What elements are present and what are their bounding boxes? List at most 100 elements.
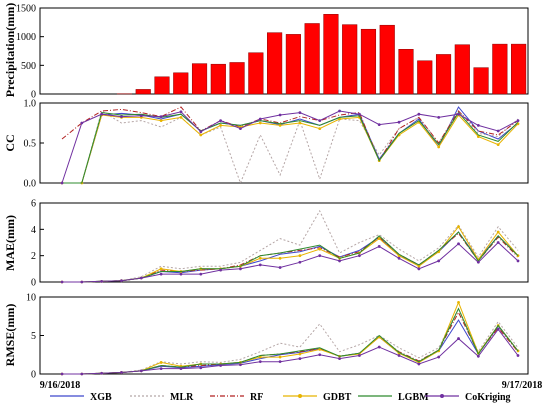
mae-axis-label: MAE(mm) [3,215,17,271]
legend-label-rf: RF [250,392,263,403]
y-tick-label: 0 [31,370,36,381]
mae-panel: MAE(mm) 0 2 4 6 [3,199,529,289]
series-line-gdbt [62,301,519,375]
series-point-cokriging [357,354,361,357]
rmse-panel: RMSE(mm) 0 5 10 [3,293,529,381]
series-point-cokriging [120,371,123,374]
series-point-cokriging [318,254,322,258]
series-point-cokriging [457,112,460,116]
series-line-mlr [62,110,519,185]
precipitation-bar [173,72,189,95]
series-point-cokriging [397,256,401,260]
series-point-gdbt [298,352,302,356]
series-point-cokriging [120,279,123,283]
series-point-cokriging [496,327,500,331]
precipitation-bar [398,49,414,95]
y-tick-label: 500 [21,61,36,72]
legend-label-mlr: MLR [170,392,194,403]
precipitation-bar [229,62,245,95]
series-point-cokriging [219,268,223,272]
series-point-cokriging [476,124,480,127]
legend-marker-gdbt [298,394,302,398]
series-point-cokriging [516,354,520,357]
series-point-cokriging [476,260,480,264]
y-tick-label: 0.0 [24,179,37,190]
series-point-gdbt [318,247,322,251]
y-tick-label: 0 [31,90,36,101]
plot-frame [39,296,529,375]
series-point-gdbt [476,135,480,139]
series-point-cokriging [80,121,84,125]
series-point-cokriging [417,267,421,271]
series-point-cokriging [120,115,123,118]
series-point-cokriging [239,127,242,130]
precipitation-bar [435,54,452,95]
y-tick-label: 1500 [16,4,36,15]
series-point-gdbt [159,267,163,271]
series-point-gdbt [258,256,262,260]
precipitation-bar [248,52,264,95]
series-point-cokriging [60,280,64,284]
series-point-gdbt [278,124,282,127]
series-point-cokriging [80,372,84,376]
series-point-cokriging [298,357,302,360]
series-point-gdbt [318,347,322,351]
series-point-cokriging [278,113,282,117]
series-line-mlr [62,307,519,375]
series-point-cokriging [437,116,441,119]
series-point-cokriging [60,372,64,376]
series-point-gdbt [417,264,421,268]
precipitation-bar [360,28,377,95]
series-point-cokriging [219,119,223,122]
series-point-cokriging [159,367,163,371]
series-point-cokriging [496,129,500,133]
series-point-cokriging [457,337,460,340]
series-point-gdbt [179,116,183,119]
y-tick-label: 5 [31,331,36,342]
series-point-cokriging [278,266,282,269]
precipitation-bar [342,24,358,95]
series-point-gdbt [318,127,322,130]
series-point-gdbt [338,117,341,121]
series-point-cokriging [318,353,322,357]
series-point-gdbt [457,300,460,304]
precipitation-axis-label: Precipitation(mm) [3,3,17,97]
plot-frame [39,202,529,283]
precipitation-bar [492,43,508,95]
series-point-cokriging [199,130,203,134]
series-point-cokriging [179,272,183,276]
series-line-lgbm [62,111,519,184]
series-line-xgb [62,106,519,184]
series-point-cokriging [298,111,302,114]
precipitation-bar [379,24,395,95]
legend-label-gdbt: GDBT [323,392,352,403]
precipitation-bar [323,14,339,95]
series-point-cokriging [338,357,341,360]
series-line-lgbm [62,307,519,375]
series-point-cokriging [159,115,163,118]
series-point-cokriging [179,110,183,114]
series-point-gdbt [258,121,262,125]
legend-label-cokriging: CoKriging [465,392,511,403]
series-line-cokriging [62,328,519,375]
series-line-gdbt [62,225,519,283]
y-tick-label: 0.5 [24,139,37,150]
precipitation-bar [285,34,301,95]
series-point-cokriging [357,112,361,116]
series-point-gdbt [457,225,460,229]
series-point-gdbt [258,355,262,359]
y-tick-label: 1000 [16,32,36,43]
series-point-cokriging [397,120,401,124]
series-point-cokriging [100,279,104,283]
precipitation-bar [154,76,170,95]
series-point-gdbt [496,143,500,147]
series-point-cokriging [357,254,361,258]
series-point-cokriging [437,355,441,359]
series-point-cokriging [476,354,480,358]
series-point-cokriging [239,267,242,271]
series-point-cokriging [298,260,302,264]
cc-axis-label: CC [3,134,17,151]
series-point-cokriging [338,109,341,113]
series-point-gdbt [278,256,282,260]
